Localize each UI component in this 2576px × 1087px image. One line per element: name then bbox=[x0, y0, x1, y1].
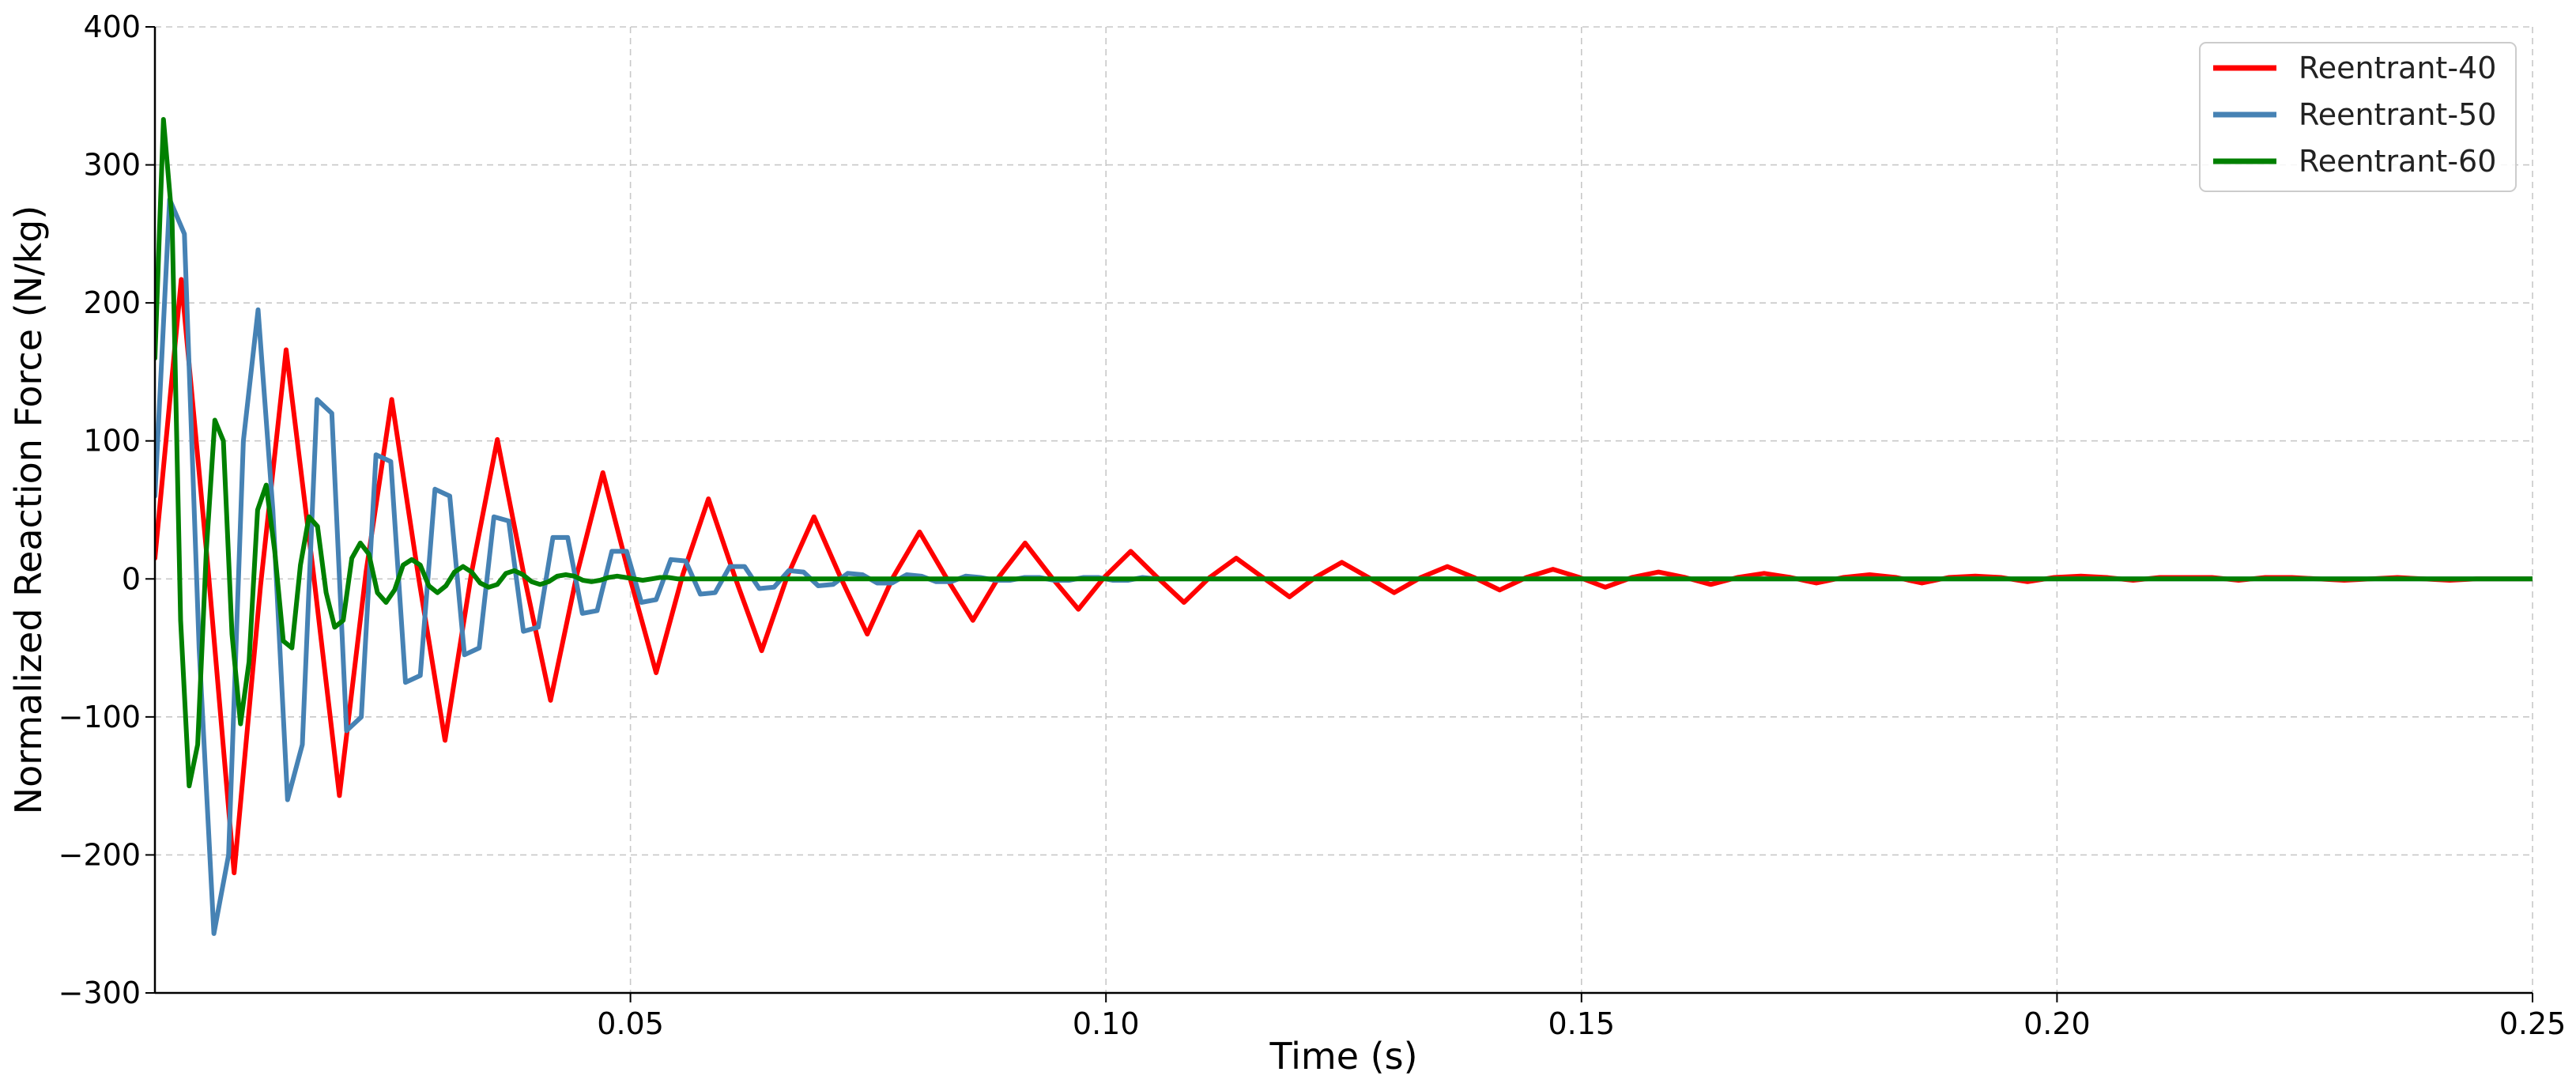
legend-label-1: Reentrant-40 bbox=[2299, 51, 2496, 85]
y-tick-label: 400 bbox=[83, 9, 141, 44]
x-tick-label: 0.25 bbox=[2499, 1006, 2567, 1041]
legend-item-3: Reentrant-60 bbox=[2213, 144, 2496, 179]
legend-label-2: Reentrant-50 bbox=[2299, 97, 2496, 132]
legend-box bbox=[2199, 42, 2517, 192]
axes bbox=[153, 27, 2533, 995]
y-tick-label: −200 bbox=[58, 837, 141, 872]
series-layer bbox=[155, 117, 2533, 936]
y-tick-label: 0 bbox=[122, 561, 141, 596]
y-ticks: 400 300 200 100 0 −100 −200 −300 bbox=[58, 9, 155, 1010]
legend-label-3: Reentrant-60 bbox=[2299, 144, 2496, 179]
y-axis-title: Normalized Reaction Force (N/kg) bbox=[7, 206, 50, 815]
y-tick-label: −100 bbox=[58, 700, 141, 734]
x-tick-label: 0.05 bbox=[597, 1006, 664, 1041]
x-tick-label: 0.15 bbox=[1548, 1006, 1615, 1041]
plot-area bbox=[155, 117, 2533, 936]
x-axis-title: Time (s) bbox=[1269, 1035, 1417, 1078]
y-tick-label: 200 bbox=[83, 285, 141, 320]
x-tick-label: 0.10 bbox=[1073, 1006, 1140, 1041]
series-line-reentrant-60 bbox=[155, 117, 2533, 789]
x-tick-label: 0.20 bbox=[2023, 1006, 2091, 1041]
y-tick-label: −300 bbox=[58, 976, 141, 1010]
legend-item-2: Reentrant-50 bbox=[2213, 97, 2496, 132]
legend: Reentrant-40 Reentrant-50 Reentrant-60 bbox=[2199, 42, 2517, 192]
x-ticks: 0.05 0.10 0.15 0.20 0.25 bbox=[597, 993, 2566, 1041]
legend-item-1: Reentrant-40 bbox=[2213, 51, 2496, 85]
y-tick-label: 300 bbox=[83, 148, 141, 183]
y-tick-label: 100 bbox=[83, 424, 141, 459]
